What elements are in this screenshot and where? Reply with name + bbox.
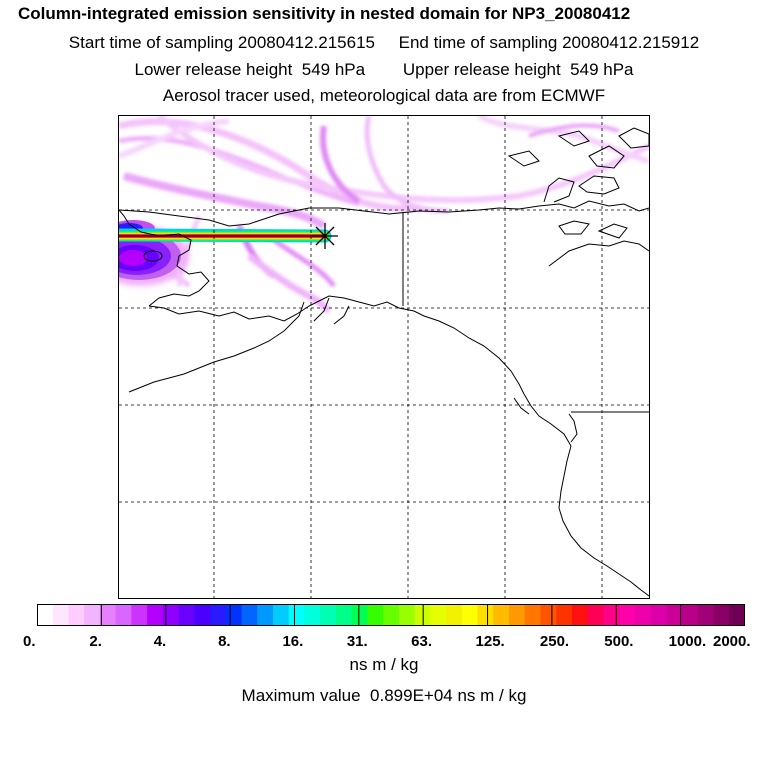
colorbar-swatch	[241, 604, 258, 626]
colorbar-swatch	[477, 604, 494, 626]
colorbar	[37, 604, 745, 626]
colorbar-swatch	[650, 604, 667, 626]
colorbar-swatch	[556, 604, 573, 626]
colorbar-swatch	[666, 604, 683, 626]
colorbar-swatch	[273, 604, 290, 626]
colorbar-tick-label: 31.	[346, 633, 368, 650]
colorbar-tick-label: 4.	[153, 633, 167, 650]
map-canvas	[119, 116, 649, 598]
colorbar-swatch	[52, 604, 69, 626]
colorbar-tick-label: 16.	[282, 633, 304, 650]
colorbar-swatch	[37, 604, 54, 626]
colorbar-swatch	[540, 604, 557, 626]
max-value-text: Maximum value 0.899E+04 ns m / kg	[241, 686, 527, 705]
colorbar-swatch	[587, 604, 604, 626]
colorbar-swatch	[225, 604, 243, 626]
colorbar-swatch	[99, 604, 117, 626]
colorbar-tick-label: 2.	[89, 633, 102, 650]
colorbar-swatch	[509, 604, 526, 626]
tracer-info-line: Aerosol tracer used, meteorological data…	[162, 86, 606, 105]
colorbar-swatch	[84, 604, 101, 626]
colorbar-swatch	[383, 604, 400, 626]
colorbar-swatch	[367, 604, 384, 626]
colorbar-swatch	[194, 604, 211, 626]
colorbar-tick-label: 125.	[475, 633, 505, 650]
colorbar-swatch	[603, 604, 620, 626]
colorbar-swatch	[257, 604, 274, 626]
colorbar-tick-label: 250.	[539, 633, 570, 650]
colorbar-swatch	[351, 604, 368, 626]
release-point-star-icon	[312, 223, 338, 249]
colorbar-swatch	[713, 604, 730, 626]
colorbar-swatch	[288, 604, 305, 626]
colorbar-swatch	[461, 604, 479, 626]
colorbar-swatch	[398, 604, 416, 626]
colorbar-tick-label: 63.	[411, 633, 433, 650]
colorbar-swatch	[682, 604, 699, 626]
colorbar-swatch	[524, 604, 541, 626]
colorbar-swatch	[493, 604, 510, 626]
colorbar-swatches	[37, 604, 745, 626]
colorbar-tick-label: 500.	[604, 633, 634, 650]
colorbar-tick-label: 2000.	[713, 633, 751, 650]
colorbar-swatch	[147, 604, 164, 626]
colorbar-swatch	[446, 604, 463, 626]
colorbar-border	[37, 604, 745, 626]
colorbar-swatch	[571, 604, 589, 626]
colorbar-unit: ns m / kg	[349, 655, 419, 674]
colorbar-swatch	[131, 604, 148, 626]
colorbar-swatch	[304, 604, 321, 626]
colorbar-swatch	[320, 604, 337, 626]
colorbar-swatch	[115, 604, 132, 626]
colorbar-swatch	[162, 604, 180, 626]
sampling-time-line: Start time of sampling 20080412.215615 E…	[68, 33, 700, 52]
colorbar-tick-label: 0.	[23, 633, 36, 650]
colorbar-swatch	[697, 604, 715, 626]
colorbar-swatch	[178, 604, 195, 626]
chart-title: Column-integrated emission sensitivity i…	[18, 4, 631, 23]
colorbar-tick-label: 8.	[218, 633, 231, 650]
colorbar-swatch	[210, 604, 227, 626]
colorbar-swatch	[634, 604, 652, 626]
colorbar-tick-label: 1000.	[668, 633, 707, 650]
colorbar-swatch	[430, 604, 447, 626]
colorbar-swatch	[729, 604, 745, 626]
release-height-line: Lower release height 549 hPa Upper relea…	[134, 60, 634, 79]
lat-lon-grid	[119, 116, 649, 598]
trajectory-band	[119, 228, 332, 243]
colorbar-swatch	[619, 604, 636, 626]
colorbar-swatch	[68, 604, 85, 626]
colorbar-swatch	[335, 604, 353, 626]
sensitivity-map	[118, 115, 650, 599]
